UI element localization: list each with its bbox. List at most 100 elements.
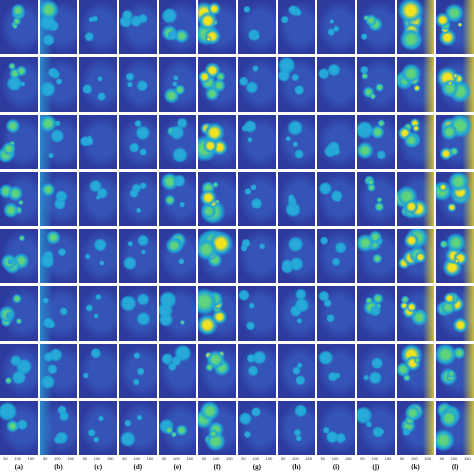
- tick-label: 150: [463, 456, 471, 461]
- tick-label: 50: [201, 456, 207, 461]
- image-panel: [119, 286, 157, 341]
- image-panel: [158, 171, 197, 226]
- image-panel: [158, 229, 197, 284]
- image-panel: [396, 114, 435, 169]
- axis-ticks: 50 100 150: [317, 456, 355, 461]
- image-panel: [238, 114, 276, 169]
- image-panel: [317, 171, 355, 226]
- image-panel: [79, 343, 117, 398]
- image-panel: [436, 229, 474, 284]
- image-panel: [357, 400, 395, 455]
- tick-label: 100: [331, 456, 339, 461]
- image-panel: [436, 0, 474, 55]
- column-label: (d): [133, 463, 143, 471]
- axis-ticks: 50 100 150: [278, 456, 316, 461]
- image-panel: [39, 343, 78, 398]
- tick-label: 50: [42, 456, 48, 461]
- image-panel: [79, 229, 117, 284]
- image-panel: [158, 114, 197, 169]
- tick-label: 150: [305, 456, 312, 461]
- axis-ticks: 50 100 150: [198, 456, 236, 461]
- image-panel: [436, 57, 474, 112]
- tick-label: 150: [146, 456, 154, 461]
- column-label: (i): [332, 463, 340, 471]
- image-panel: [0, 286, 38, 341]
- image-panel: [0, 400, 38, 455]
- column-label: (b): [54, 463, 63, 471]
- image-panel: [79, 286, 117, 341]
- tick-label: 50: [3, 456, 8, 461]
- axis-ticks: 50 100 150: [159, 456, 197, 461]
- tick-label: 50: [360, 456, 365, 461]
- image-panel: [0, 57, 38, 112]
- image-panel: [277, 0, 316, 55]
- column-label: (c): [94, 463, 103, 471]
- image-panel: [238, 400, 276, 455]
- image-panel: [396, 171, 435, 226]
- image-panel: [0, 114, 38, 169]
- image-panel: [357, 343, 395, 398]
- column-label: (l): [451, 463, 459, 471]
- image-panel: [79, 57, 117, 112]
- tick-label: 150: [225, 456, 233, 461]
- image-panel: [396, 400, 435, 455]
- tick-label: 50: [320, 456, 326, 461]
- image-panel: [238, 57, 276, 112]
- tick-label: 50: [439, 456, 445, 461]
- image-panel: [396, 286, 435, 341]
- image-panel: [317, 114, 355, 169]
- image-panel: [396, 57, 435, 112]
- axis-ticks: 50 100 150: [40, 456, 78, 461]
- image-panel: [39, 171, 78, 226]
- image-panel: [119, 0, 157, 55]
- tick-label: 100: [54, 456, 61, 461]
- column-label: (e): [173, 463, 182, 471]
- axis-ticks: 50 100 150: [397, 456, 435, 461]
- image-panel: [396, 343, 435, 398]
- image-panel: [317, 400, 355, 455]
- image-panel: [277, 400, 316, 455]
- image-panel: [119, 343, 157, 398]
- image-panel: [357, 171, 395, 226]
- image-panel: [238, 229, 276, 284]
- axis-ticks: 50 100 150: [79, 456, 117, 461]
- image-panel: [277, 286, 316, 341]
- image-panel: [119, 171, 157, 226]
- image-panel: [39, 0, 78, 55]
- tick-label: 100: [173, 456, 180, 461]
- image-panel: [238, 0, 276, 55]
- image-panel: [39, 400, 78, 455]
- tick-label: 50: [241, 456, 246, 461]
- image-panel: [0, 0, 38, 55]
- tick-label: 50: [161, 456, 167, 461]
- image-panel: [119, 114, 157, 169]
- tick-label: 100: [212, 456, 220, 461]
- tick-label: 100: [93, 456, 101, 461]
- image-panel: [198, 229, 236, 284]
- image-panel: [79, 0, 117, 55]
- tick-label: 100: [252, 456, 260, 461]
- image-panel: [357, 286, 395, 341]
- axis-ticks: 50 100 150: [436, 456, 474, 461]
- tick-label: 150: [106, 456, 114, 461]
- axis-ticks: 50 100 150: [238, 456, 276, 461]
- image-panel: [317, 286, 355, 341]
- tick-label: 150: [384, 456, 392, 461]
- tick-label: 100: [292, 456, 299, 461]
- tick-label: 150: [344, 456, 352, 461]
- image-panel: [79, 171, 117, 226]
- image-panel: [436, 171, 474, 226]
- tick-label: 50: [82, 456, 88, 461]
- tick-label: 150: [67, 456, 74, 461]
- tick-label: 100: [371, 456, 379, 461]
- image-panel: [158, 343, 197, 398]
- image-panel: [277, 114, 316, 169]
- image-panel: [277, 57, 316, 112]
- image-panel: [198, 114, 236, 169]
- image-panel: [0, 229, 38, 284]
- tick-label: 150: [186, 456, 193, 461]
- column-label: (a): [14, 463, 23, 471]
- image-panel: [357, 114, 395, 169]
- image-panel: [238, 171, 276, 226]
